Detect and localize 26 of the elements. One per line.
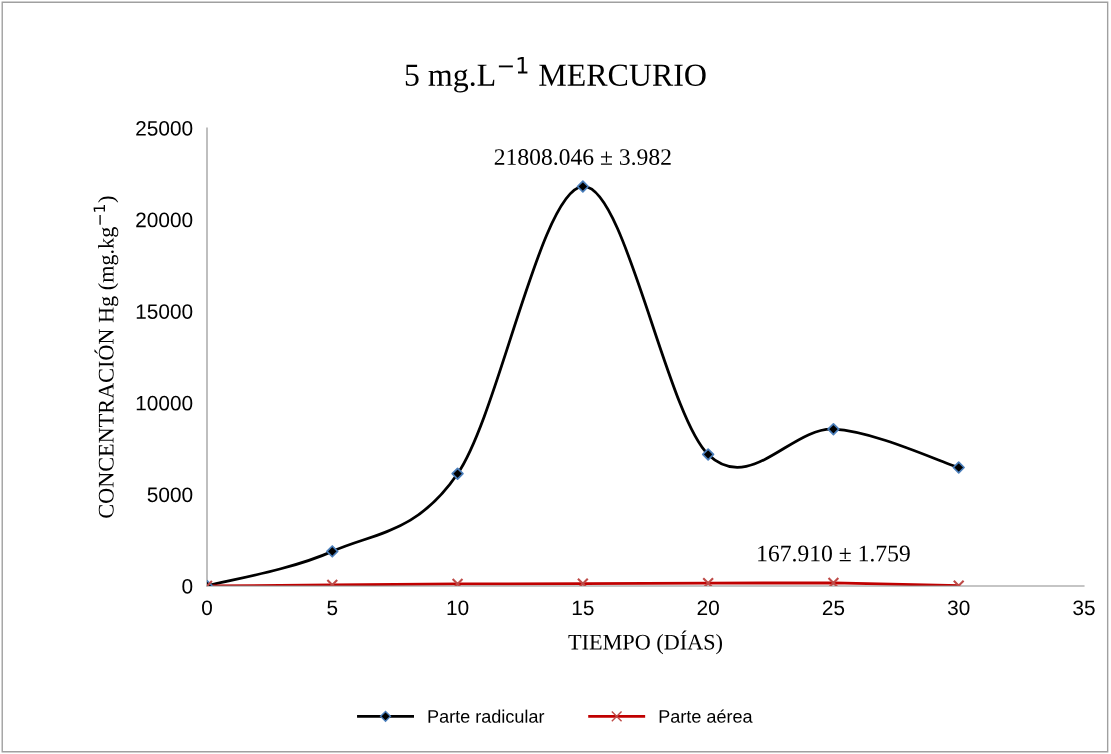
legend-label: Parte aérea [659, 709, 753, 723]
point [326, 545, 339, 558]
y-axis-title: CONCENTRACIÓN Hg (mg.kg$^{−1}$) [93, 196, 119, 518]
y-tick-label: 5000 [147, 487, 193, 503]
x-tick-label: 30 [947, 600, 970, 616]
x-tick-label: 5 [327, 600, 338, 616]
x-tick-label: 10 [447, 600, 469, 616]
y-tick-label: 25000 [136, 121, 193, 136]
x-tick-label: 15 [572, 600, 594, 616]
x-axis-title: TIEMPO (DÍAS) [568, 630, 722, 655]
point [952, 461, 965, 474]
x-tick-label: 35 [1073, 600, 1095, 616]
annotation: 167.910 ± 1.759 [758, 545, 910, 562]
y-tick-label: 15000 [136, 304, 193, 319]
annotation: 21808.046 ± 3.982 [494, 149, 671, 166]
x-tick-label: 25 [822, 600, 845, 616]
legend-label: Parte radicular [428, 709, 545, 723]
y-tick-label: 20000 [136, 212, 193, 228]
point [827, 422, 840, 436]
y-tick-label: 10000 [136, 395, 193, 411]
y-tick-label: 0 [182, 579, 193, 594]
chart-title: 5 mg.L$^{−1}$ MERCURIO [405, 57, 706, 93]
point [451, 467, 464, 480]
x-tick-label: 20 [697, 600, 719, 616]
point [701, 448, 715, 461]
x-tick-label: 0 [202, 600, 212, 616]
